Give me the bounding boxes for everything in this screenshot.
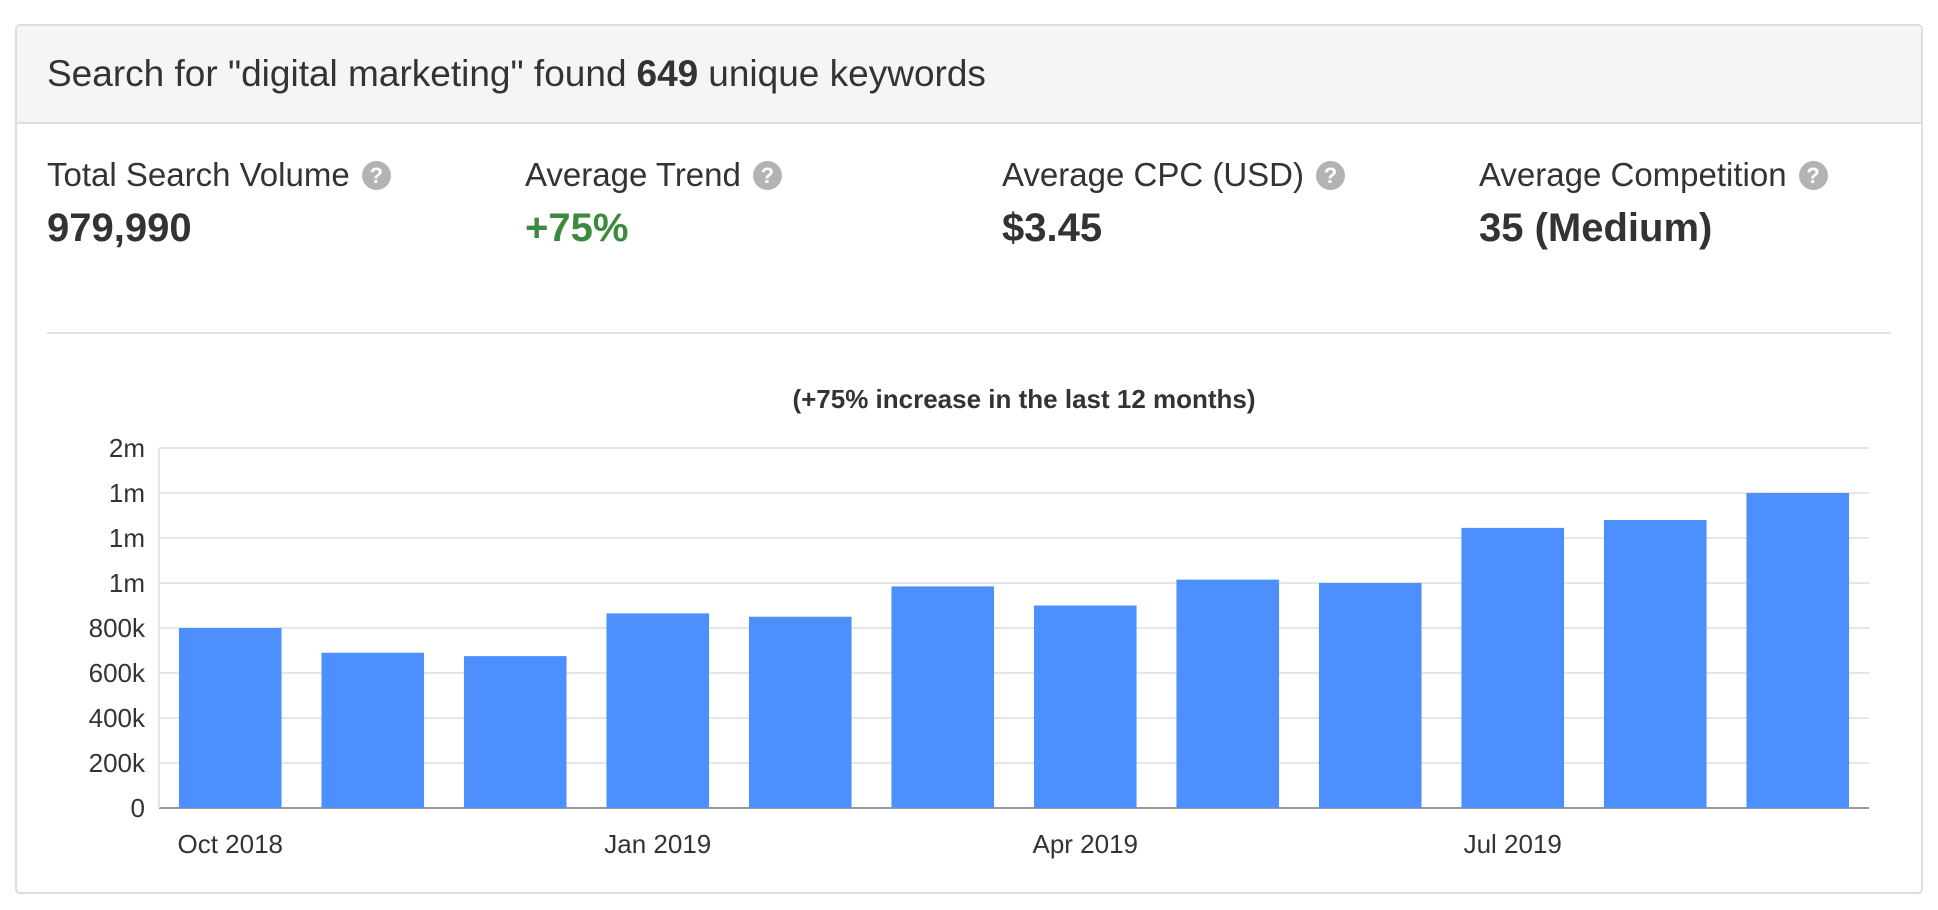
search-volume-bar-chart: (+75% increase in the last 12 months) 0 20… (89, 384, 1869, 859)
stats-row: Total Search Volume? 979,990 Average Tre… (47, 156, 1891, 276)
keyword-summary-panel: Search for "digital marketing" found 649… (15, 24, 1923, 894)
divider (47, 332, 1891, 334)
header-suffix: unique keywords (708, 53, 986, 94)
stat-value: 979,990 (47, 206, 192, 250)
help-icon[interactable]: ? (752, 160, 782, 190)
stat-average-cpc: Average CPC (USD)? $3.45 (1002, 156, 1345, 251)
y-tick-label: 1m (109, 523, 145, 553)
x-tick-label: Oct 2018 (177, 829, 283, 859)
help-icon[interactable]: ? (1315, 160, 1345, 190)
stat-value: $3.45 (1002, 206, 1103, 250)
stat-value: +75% (525, 206, 629, 250)
stat-average-competition: Average Competition? 35 (Medium) (1479, 156, 1828, 251)
y-tick-label: 0 (131, 793, 145, 823)
header-prefix: Search for "digital marketing" found (47, 53, 627, 94)
chart-title: (+75% increase in the last 12 months) (792, 384, 1255, 414)
x-tick-label: Apr 2019 (1032, 829, 1138, 859)
y-tick-label: 1m (109, 568, 145, 598)
bar (1603, 520, 1707, 808)
help-icon[interactable]: ? (1798, 160, 1828, 190)
bar (606, 613, 710, 808)
help-icon[interactable]: ? (361, 160, 391, 190)
bar (748, 616, 852, 808)
stat-label: Total Search Volume (47, 156, 350, 193)
y-tick-label: 1m (109, 478, 145, 508)
bar (1176, 579, 1280, 808)
bar (1318, 583, 1422, 808)
stat-total-search-volume: Total Search Volume? 979,990 (47, 156, 391, 251)
stat-value: 35 (Medium) (1479, 206, 1713, 250)
stat-label: Average Trend (525, 156, 741, 193)
keyword-count: 649 (636, 53, 699, 94)
stat-label: Average CPC (USD) (1002, 156, 1304, 193)
y-tick-label: 400k (89, 703, 146, 733)
x-tick-label: Jan 2019 (604, 829, 711, 859)
y-tick-label: 200k (89, 748, 146, 778)
bar (1033, 605, 1137, 808)
bar (178, 628, 282, 808)
bar (1746, 493, 1850, 808)
y-tick-label: 800k (89, 613, 146, 643)
bar (891, 586, 995, 808)
bar (463, 656, 567, 808)
x-tick-label: Jul 2019 (1464, 829, 1562, 859)
panel-header: Search for "digital marketing" found 649… (17, 26, 1921, 124)
y-tick-label: 600k (89, 658, 146, 688)
bar (1461, 527, 1565, 808)
y-tick-label: 2m (109, 433, 145, 463)
bar (321, 652, 425, 808)
stat-average-trend: Average Trend? +75% (525, 156, 782, 251)
stat-label: Average Competition (1479, 156, 1787, 193)
